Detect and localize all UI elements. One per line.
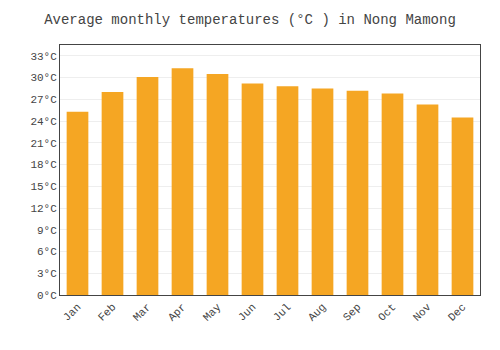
svg-text:Nov: Nov — [411, 301, 434, 324]
svg-text:6°C: 6°C — [37, 246, 57, 258]
svg-text:Feb: Feb — [96, 301, 118, 323]
svg-text:12°C: 12°C — [30, 203, 57, 215]
svg-text:Oct: Oct — [376, 301, 398, 323]
svg-text:Dec: Dec — [446, 301, 468, 323]
svg-text:30°C: 30°C — [30, 72, 57, 84]
svg-text:3°C: 3°C — [37, 268, 57, 280]
svg-text:Average monthly temperatures (: Average monthly temperatures (°C ) in No… — [44, 12, 456, 28]
svg-text:33°C: 33°C — [30, 51, 57, 63]
svg-text:Aug: Aug — [306, 301, 328, 323]
svg-text:9°C: 9°C — [37, 225, 57, 237]
svg-text:18°C: 18°C — [30, 159, 57, 171]
svg-text:May: May — [201, 301, 224, 324]
svg-text:Jan: Jan — [61, 301, 83, 323]
svg-text:Mar: Mar — [131, 301, 153, 323]
svg-text:21°C: 21°C — [30, 138, 57, 150]
svg-text:Sep: Sep — [341, 301, 363, 323]
svg-text:24°C: 24°C — [30, 116, 57, 128]
svg-text:0°C: 0°C — [37, 290, 57, 302]
svg-text:27°C: 27°C — [30, 94, 57, 106]
svg-text:Apr: Apr — [166, 301, 188, 323]
svg-text:Jun: Jun — [236, 301, 258, 323]
svg-text:15°C: 15°C — [30, 181, 57, 193]
svg-text:Jul: Jul — [271, 301, 293, 323]
